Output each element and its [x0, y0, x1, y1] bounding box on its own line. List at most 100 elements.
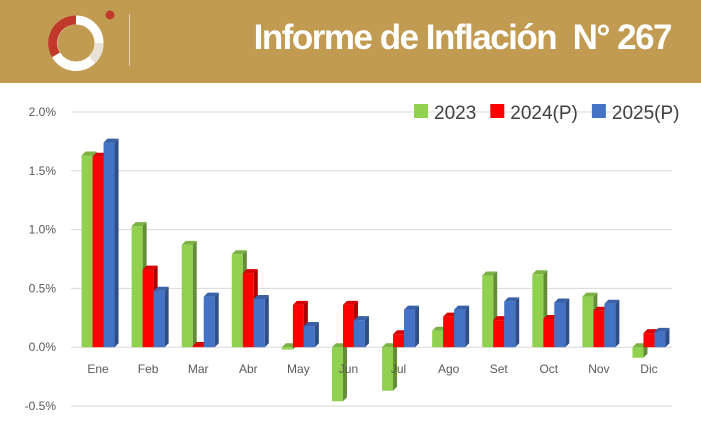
- bar-front: [92, 156, 104, 348]
- bar-front: [303, 326, 315, 348]
- x-tick-label: Nov: [588, 362, 609, 376]
- x-tick-label: Ene: [87, 362, 109, 376]
- y-tick-label: 0.0%: [29, 340, 57, 354]
- bar-side: [114, 138, 119, 348]
- bar-side: [192, 240, 197, 348]
- y-tick-label: 1.0%: [29, 223, 57, 237]
- bar-side: [164, 286, 169, 348]
- legend-label: 2023: [434, 103, 476, 124]
- bar-side: [314, 322, 319, 348]
- bar-front: [454, 309, 466, 348]
- bar-top: [554, 298, 570, 303]
- x-axis-ticks: Ene Feb Mar Abr May Jun Jul Ago Set Oct Nov Dic: [87, 362, 657, 376]
- bar-top: [181, 240, 197, 245]
- bar-top: [231, 250, 247, 255]
- bcrp-circle-logo-icon: [48, 10, 115, 71]
- bar-side: [264, 294, 269, 348]
- x-tick-label: Oct: [539, 362, 558, 376]
- bar-front: [582, 296, 594, 348]
- bar-front: [482, 275, 494, 348]
- bar-front: [292, 304, 304, 348]
- bar-2025(P)-Ago: [454, 305, 470, 348]
- bar-top: [103, 138, 119, 143]
- bar-2025(P)-Mar: [203, 292, 219, 348]
- bar-top: [504, 297, 520, 302]
- bar-2025(P)-Ene: [103, 138, 119, 348]
- x-tick-label: Dic: [640, 362, 657, 376]
- bar-side: [415, 305, 420, 348]
- bar-front: [242, 273, 254, 348]
- bar-2025(P)-Nov: [604, 299, 620, 348]
- bar-2023-Mar: [181, 240, 197, 348]
- x-tick-label: Jun: [339, 362, 358, 376]
- bar-front: [443, 316, 455, 348]
- legend-swatch: [414, 104, 428, 118]
- x-tick-label: Feb: [138, 362, 159, 376]
- bar-front: [643, 333, 655, 348]
- bar-side: [665, 327, 670, 348]
- bar-top: [342, 300, 358, 305]
- bar-front: [103, 142, 115, 348]
- bar-top: [604, 299, 620, 304]
- bar-front: [192, 346, 204, 348]
- legend-swatch: [591, 104, 606, 118]
- bar-top: [142, 265, 158, 270]
- y-tick-label: 0.5%: [29, 281, 57, 295]
- bar-front: [131, 226, 143, 348]
- bar-front: [632, 347, 644, 358]
- x-tick-label: Jul: [391, 362, 406, 376]
- bar-top: [153, 286, 169, 291]
- legend-label: 2025(P): [612, 103, 680, 124]
- bar-2025(P)-Feb: [153, 286, 169, 348]
- bar-front: [382, 347, 394, 391]
- x-tick-label: Ago: [438, 362, 460, 376]
- x-tick-label: Abr: [239, 362, 258, 376]
- bar-top: [353, 316, 369, 321]
- bar-top: [253, 294, 269, 299]
- y-tick-label: -0.5%: [25, 399, 57, 413]
- bar-side: [515, 297, 520, 348]
- report-header: Informe de Inflación N° 267: [0, 0, 701, 83]
- bar-front: [493, 320, 505, 348]
- bar-front: [353, 320, 365, 348]
- bar-top: [404, 305, 420, 310]
- legend: 2023 2024(P) 2025(P): [414, 103, 680, 124]
- bar-front: [532, 274, 544, 348]
- bar-2025(P)-Abr: [253, 294, 269, 348]
- bar-top: [292, 300, 308, 305]
- bar-front: [331, 347, 343, 402]
- bar-top: [203, 292, 219, 297]
- bar-front: [504, 301, 516, 348]
- bar-side: [364, 316, 369, 348]
- inflation-bar-chart: -0.5% 0.0% 0.5% 1.0% 1.5% 2.0% Ene Feb Mar Abr Ma…: [25, 103, 680, 413]
- bar-2025(P)-Set: [504, 297, 520, 348]
- x-tick-label: Mar: [188, 362, 209, 376]
- bar-front: [393, 334, 405, 348]
- bar-side: [615, 299, 620, 348]
- bar-side: [465, 305, 470, 348]
- report-title: Informe de Inflación N° 267: [253, 18, 673, 57]
- bar-top: [532, 270, 548, 275]
- bar-2025(P)-Jun: [353, 316, 369, 348]
- y-tick-label: 1.5%: [29, 164, 57, 178]
- bar-front: [181, 244, 193, 348]
- bar-front: [554, 302, 566, 348]
- bar-2025(P)-Jul: [404, 305, 420, 348]
- bar-front: [654, 331, 666, 348]
- y-tick-label: 2.0%: [29, 105, 57, 119]
- bar-front: [432, 330, 444, 348]
- bar-top: [582, 292, 598, 297]
- x-tick-label: May: [287, 362, 310, 376]
- logo-divider: [129, 14, 130, 66]
- bar-top: [482, 271, 498, 276]
- bar-2025(P)-May: [303, 322, 319, 348]
- bar-front: [604, 303, 616, 348]
- bar-side: [214, 292, 219, 348]
- gridlines: [71, 111, 672, 407]
- bar-top: [454, 305, 470, 310]
- bar-2025(P)-Oct: [554, 298, 570, 348]
- bar-front: [593, 310, 605, 348]
- bar-front: [404, 309, 416, 348]
- bar-front: [543, 318, 555, 348]
- bar-side: [342, 343, 347, 402]
